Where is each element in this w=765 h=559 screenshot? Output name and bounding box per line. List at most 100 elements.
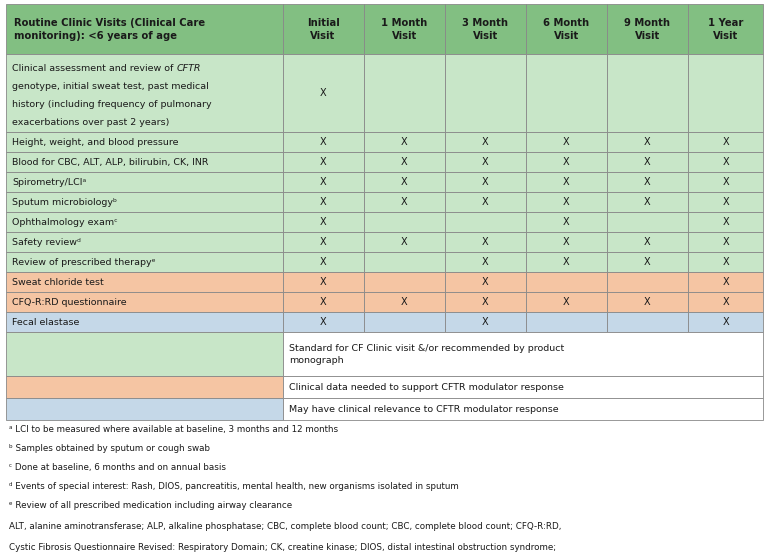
Text: X: X [320,197,327,207]
Bar [363,272,444,292]
Bar [363,312,444,333]
Bar [6,132,282,153]
Text: ᵉ Review of all prescribed medication including airway clearance: ᵉ Review of all prescribed medication in… [9,501,292,510]
Text: 1 Year
Visit: 1 Year Visit [708,18,744,41]
Text: X: X [401,238,408,248]
Bar [688,192,763,212]
Text: X: X [320,238,327,248]
Bar [444,272,526,292]
Bar [526,212,607,233]
Text: X: X [644,197,650,207]
Bar [607,253,688,272]
Bar [526,292,607,312]
Bar [363,173,444,192]
Bar [607,312,688,333]
Text: 6 Month
Visit: 6 Month Visit [543,18,589,41]
Text: X: X [320,217,327,228]
Bar [363,212,444,233]
Bar [6,292,282,312]
Text: X: X [722,177,729,187]
Bar [607,192,688,212]
Text: X: X [644,138,650,148]
Text: X: X [722,238,729,248]
Text: Cystic Fibrosis Questionnaire Revised: Respiratory Domain; CK, creatine kinase; : Cystic Fibrosis Questionnaire Revised: R… [9,543,556,552]
Text: ALT, alanine aminotransferase; ALP, alkaline phosphatase; CBC, complete blood co: ALT, alanine aminotransferase; ALP, alka… [9,522,562,530]
Text: CFQ-R:RD questionnaire: CFQ-R:RD questionnaire [12,298,127,307]
Bar [688,233,763,253]
Bar [688,292,763,312]
Text: X: X [401,197,408,207]
Bar [526,192,607,212]
Bar [363,192,444,212]
Bar [363,233,444,253]
Text: X: X [563,238,569,248]
Bar [526,233,607,253]
Text: exacerbations over past 2 years): exacerbations over past 2 years) [12,119,170,127]
Text: Fecal elastase: Fecal elastase [12,318,80,327]
Bar [526,173,607,192]
Text: X: X [482,197,489,207]
Text: X: X [722,138,729,148]
Bar [282,132,363,153]
Bar [282,4,363,54]
Bar [444,253,526,272]
Text: X: X [320,177,327,187]
Text: X: X [320,88,327,98]
Text: X: X [320,258,327,267]
Text: ᶜ Done at baseline, 6 months and on annual basis: ᶜ Done at baseline, 6 months and on annu… [9,463,226,472]
Bar [607,292,688,312]
Text: Clinical data needed to support CFTR modulator response: Clinical data needed to support CFTR mod… [288,383,564,392]
Bar [688,212,763,233]
Bar [6,54,282,132]
Bar [6,192,282,212]
Bar [282,312,363,333]
Text: X: X [320,297,327,307]
Text: X: X [644,297,650,307]
Text: X: X [644,177,650,187]
Text: Sputum microbiologyᵇ: Sputum microbiologyᵇ [12,198,117,207]
Bar [526,312,607,333]
Bar [607,173,688,192]
Bar [6,333,282,376]
Text: ᵈ Events of special interest: Rash, DIOS, pancreatitis, mental health, new organ: ᵈ Events of special interest: Rash, DIOS… [9,482,459,491]
Text: Initial
Visit: Initial Visit [307,18,340,41]
Text: X: X [320,158,327,168]
Bar [444,312,526,333]
Text: X: X [320,277,327,287]
Bar [444,153,526,173]
Bar [607,272,688,292]
Text: X: X [644,258,650,267]
Text: X: X [482,318,489,328]
Bar [6,4,282,54]
Bar [444,233,526,253]
Text: X: X [401,158,408,168]
Text: X: X [563,177,569,187]
Bar [526,153,607,173]
Bar [526,253,607,272]
Text: X: X [722,197,729,207]
Bar [6,233,282,253]
Bar [607,212,688,233]
Bar [282,253,363,272]
Bar [282,233,363,253]
Bar [444,132,526,153]
Text: Sweat chloride test: Sweat chloride test [12,278,104,287]
Bar [607,233,688,253]
Bar [282,376,763,399]
Text: CFTR: CFTR [177,64,201,73]
Text: X: X [563,258,569,267]
Text: X: X [722,318,729,328]
Text: ᵇ Samples obtained by sputum or cough swab: ᵇ Samples obtained by sputum or cough sw… [9,444,210,453]
Text: X: X [563,217,569,228]
Bar [282,212,363,233]
Text: Safety reviewᵈ: Safety reviewᵈ [12,238,81,247]
Bar [363,132,444,153]
Bar [363,54,444,132]
Text: X: X [401,297,408,307]
Bar [688,132,763,153]
Bar [363,153,444,173]
Text: Spirometry/LCIᵃ: Spirometry/LCIᵃ [12,178,86,187]
Text: Review of prescribed therapyᵉ: Review of prescribed therapyᵉ [12,258,156,267]
Text: Standard for CF Clinic visit &/or recommended by product
monograph: Standard for CF Clinic visit &/or recomm… [288,344,564,364]
Text: 1 Month
Visit: 1 Month Visit [381,18,427,41]
